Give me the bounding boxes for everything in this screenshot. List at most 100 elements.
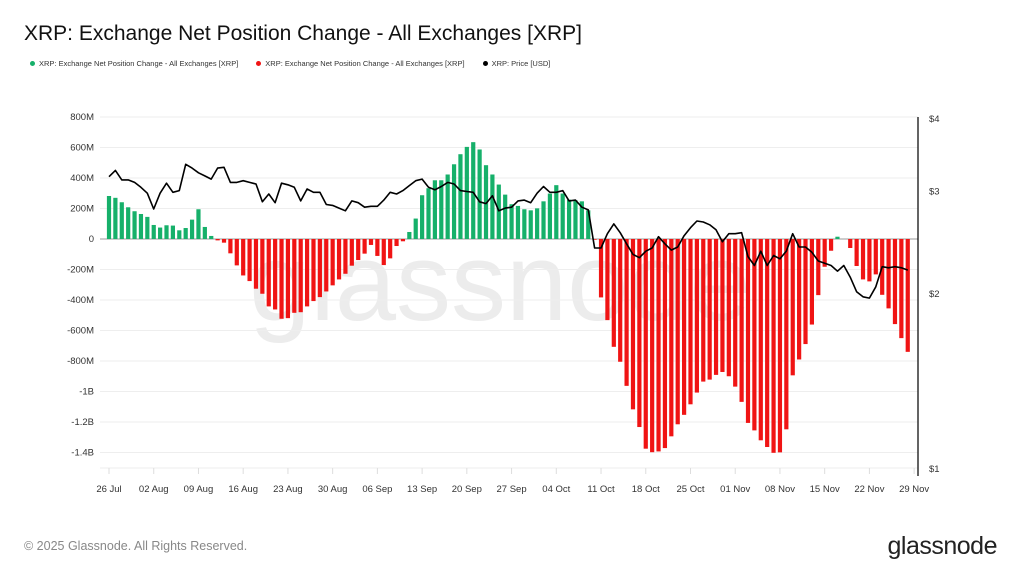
- bar-negative: [624, 239, 629, 386]
- bar-negative: [643, 239, 648, 449]
- x-tick-label: 30 Aug: [318, 484, 348, 495]
- bar-negative: [304, 239, 310, 307]
- bar-negative: [822, 239, 827, 267]
- bar-negative: [816, 239, 821, 296]
- x-tick-label: 27 Sep: [497, 484, 527, 495]
- bar-negative: [330, 239, 335, 286]
- y-tick-label: 400M: [70, 173, 94, 184]
- x-tick-label: 13 Sep: [407, 484, 437, 495]
- bar-negative: [400, 239, 406, 242]
- legend-item-inflow[interactable]: XRP: Exchange Net Position Change - All …: [30, 59, 238, 68]
- black-dot-icon: [482, 61, 488, 66]
- bar-positive: [151, 224, 156, 239]
- x-tick-label: 01 Nov: [720, 484, 750, 495]
- bar-negative: [720, 239, 725, 372]
- bar-negative: [273, 239, 278, 310]
- bar-negative: [241, 239, 246, 276]
- bar-positive: [158, 227, 163, 239]
- bar-negative: [752, 239, 757, 431]
- bar-negative: [713, 239, 719, 375]
- bar-positive: [541, 201, 546, 239]
- bar-negative: [848, 239, 853, 248]
- y-tick-label: -1.2B: [71, 417, 94, 428]
- legend-label: XRP: Exchange Net Position Change - All …: [265, 59, 465, 68]
- bar-positive: [126, 207, 131, 239]
- x-tick-label: 09 Aug: [184, 484, 214, 495]
- bar-negative: [803, 239, 808, 345]
- bar-negative: [279, 239, 284, 319]
- bar-positive: [509, 204, 514, 239]
- bar-negative: [899, 239, 904, 339]
- y-tick-label: -600M: [67, 326, 94, 337]
- bar-negative: [253, 239, 259, 289]
- x-tick-label: 29 Nov: [899, 484, 929, 495]
- price-line: [108, 163, 909, 299]
- bar-positive: [522, 209, 527, 239]
- bar-positive: [445, 174, 450, 239]
- x-tick-label: 02 Aug: [139, 484, 169, 495]
- price-tick-label: $3: [929, 187, 940, 198]
- bar-negative: [285, 239, 291, 319]
- bar-negative: [368, 239, 374, 245]
- x-tick-label: 16 Aug: [228, 484, 258, 495]
- bar-negative: [669, 239, 674, 437]
- bar-negative: [234, 239, 239, 266]
- bar-positive: [547, 193, 553, 239]
- bar-positive: [170, 225, 175, 239]
- legend-item-outflow[interactable]: XRP: Exchange Net Position Change - All …: [256, 59, 465, 68]
- green-dot-icon: [30, 61, 35, 66]
- bar-positive: [464, 146, 469, 239]
- x-tick-label: 08 Nov: [765, 484, 795, 495]
- bar-negative: [694, 239, 699, 393]
- bar-negative: [701, 239, 706, 382]
- bar-negative: [867, 239, 872, 282]
- bar-negative: [298, 239, 303, 313]
- bar-positive: [528, 210, 533, 239]
- bar-positive: [439, 180, 444, 239]
- bar-negative: [388, 239, 393, 259]
- bar-positive: [477, 149, 482, 239]
- bar-positive: [483, 165, 489, 239]
- x-tick-label: 22 Nov: [854, 484, 884, 495]
- bar-negative: [266, 239, 271, 307]
- bar-positive: [177, 230, 182, 239]
- bar-positive: [496, 184, 501, 239]
- y-tick-label: -1.4B: [71, 448, 94, 459]
- bar-negative: [797, 239, 802, 360]
- bar-positive: [451, 164, 457, 239]
- bar-positive: [560, 193, 565, 239]
- bar-negative: [656, 239, 661, 452]
- bar-negative: [777, 239, 783, 453]
- bar-negative: [790, 239, 795, 376]
- bar-negative: [324, 239, 329, 292]
- bar-negative: [362, 239, 367, 254]
- copyright-footer: © 2025 Glassnode. All Rights Reserved.: [24, 539, 248, 553]
- y-tick-label: 0: [89, 234, 94, 245]
- bar-positive: [471, 142, 476, 239]
- bar-negative: [637, 239, 642, 428]
- bar-positive: [579, 201, 584, 239]
- legend-label: XRP: Price [USD]: [491, 59, 551, 68]
- bar-negative: [228, 239, 233, 254]
- bar-negative: [215, 239, 220, 241]
- chart-title: XRP: Exchange Net Position Change - All …: [24, 22, 582, 45]
- bar-positive: [145, 216, 150, 239]
- y-tick-label: -200M: [67, 265, 94, 276]
- bar-positive: [573, 200, 578, 239]
- legend-item-price[interactable]: XRP: Price [USD]: [482, 59, 551, 68]
- bar-negative: [611, 239, 616, 347]
- glassnode-logo[interactable]: glassnode: [887, 532, 998, 560]
- bar-negative: [688, 239, 693, 405]
- bar-negative: [618, 239, 623, 362]
- bar-negative: [892, 239, 898, 325]
- bar-negative: [375, 239, 380, 256]
- bar-positive: [503, 194, 508, 239]
- bar-positive: [490, 174, 495, 239]
- bar-positive: [515, 205, 521, 239]
- bar-negative: [311, 239, 316, 302]
- bar-negative: [356, 239, 361, 261]
- y-tick-label: 800M: [70, 112, 94, 123]
- bar-negative: [650, 239, 655, 453]
- bar-positive: [209, 235, 214, 239]
- x-tick-label: 20 Sep: [452, 484, 482, 495]
